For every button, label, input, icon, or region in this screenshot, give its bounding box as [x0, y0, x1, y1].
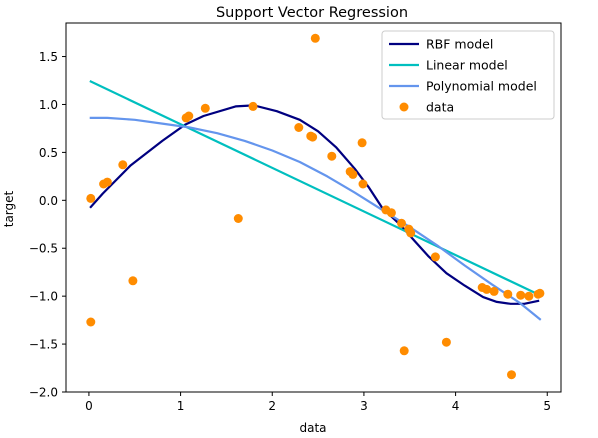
legend-label-rbf-model: RBF model — [426, 37, 493, 52]
data-point — [503, 289, 513, 299]
plot-area — [86, 33, 545, 380]
data-point — [86, 193, 96, 203]
x-tick-label: 0 — [85, 399, 93, 413]
data-point — [399, 346, 409, 356]
data-point — [128, 276, 138, 286]
legend-label-polynomial-model: Polynomial model — [426, 79, 537, 94]
series-line-rbf-model — [89, 104, 540, 305]
x-axis-label: data — [299, 421, 326, 435]
x-tick-label: 4 — [452, 399, 460, 413]
data-point — [430, 252, 440, 262]
data-point — [516, 290, 526, 300]
data-point — [386, 208, 396, 218]
data-point — [357, 138, 367, 148]
legend: RBF model Linear model Polynomial model dat… — [381, 30, 555, 120]
data-point — [233, 214, 243, 223]
series-line-linear-model — [89, 80, 542, 297]
data-point — [348, 169, 358, 179]
x-tick-label: 3 — [360, 399, 368, 413]
y-tick-label: −2.0 — [29, 386, 58, 400]
data-point — [406, 228, 416, 238]
y-tick-label: 0.5 — [39, 146, 58, 160]
y-axis-label: target — [2, 190, 16, 227]
data-point — [86, 317, 96, 327]
data-point — [397, 218, 406, 228]
y-tick-label: −1.5 — [29, 338, 58, 352]
legend-label-linear-model: Linear model — [426, 58, 508, 73]
data-point — [184, 111, 194, 121]
x-tick-label: 5 — [543, 399, 551, 413]
chart-title: Support Vector Regression — [216, 5, 408, 21]
x-tick-label: 1 — [177, 399, 185, 413]
data-point — [482, 284, 492, 294]
legend-label-data: data — [426, 100, 454, 115]
data-point — [102, 177, 112, 187]
legend-swatch-data — [399, 102, 409, 112]
legend-box — [381, 30, 555, 120]
data-point — [118, 160, 128, 170]
data-point — [441, 337, 451, 347]
y-tick-label: −1.0 — [29, 290, 58, 304]
axes: 0 1 2 3 4 5 −2.0 −1.5 −1.0 −0.5 0.0 0.5 1.0 1.5 — [29, 22, 562, 413]
plot-frame — [65, 22, 562, 393]
data-point — [358, 179, 368, 189]
data-point — [327, 151, 337, 161]
series-line-polynomial-model — [89, 116, 542, 321]
x-tick-label: 2 — [268, 399, 276, 413]
y-tick-label: 0.0 — [39, 194, 58, 208]
data-point — [248, 101, 258, 111]
data-point — [489, 286, 499, 296]
y-tick-label: 1.5 — [39, 50, 58, 64]
data-point — [507, 370, 516, 380]
data-point — [310, 33, 320, 43]
y-tick-label: −0.5 — [29, 242, 58, 256]
data-point — [308, 132, 318, 142]
data-point — [535, 288, 545, 298]
data-point — [294, 123, 304, 132]
y-tick-label: 1.0 — [39, 98, 58, 112]
data-point — [524, 291, 534, 301]
data-point — [200, 103, 210, 113]
